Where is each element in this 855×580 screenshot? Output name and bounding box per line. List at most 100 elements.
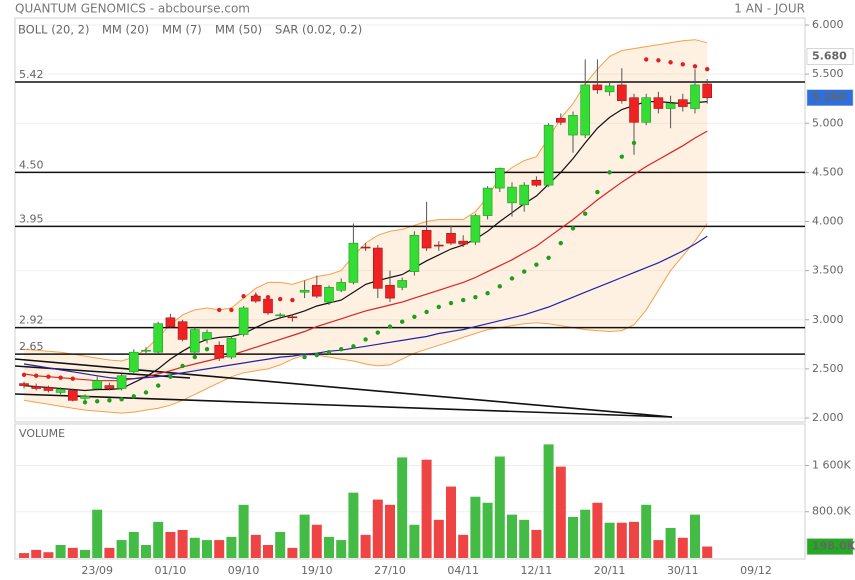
x-tick-label: 20/11 [594,564,626,577]
candle-body [165,317,176,327]
volume-bar [311,524,322,558]
legend-entry: MM (20) [102,23,149,37]
value-badge-label: 198.0K [812,540,855,553]
candle-body [311,285,322,297]
sar-dot [217,307,222,313]
legend-entry: BOLL (20, 2) [18,23,89,37]
sar-dot [644,57,649,62]
volume-bar [263,544,273,558]
trendline [14,358,673,418]
period: 1 AN - JOUR [734,2,805,16]
y-tick-label: 6.000 [812,18,844,31]
sar-dot [58,375,63,380]
y-tick-label: 5.500 [812,67,844,80]
volume-bar [226,536,237,558]
sar-dot [375,330,380,335]
legend-entry: SAR (0.02, 0.2) [275,23,362,37]
sar-dot [705,67,710,72]
volume-bar [397,457,408,558]
volume-bar [690,514,700,558]
candle-body [470,215,481,243]
volume-bar [189,537,200,558]
value-badge [806,89,854,107]
volume-bar [653,540,664,558]
y-tick-label: 800.0K [812,505,851,518]
volume-bar [31,549,42,558]
candle-body [665,103,676,109]
sar-dot [95,399,100,404]
legend-entry: MM (50) [215,23,262,37]
sar-dot [70,376,76,381]
value-badge-label: 5.260 [812,91,847,104]
sar-dot [509,276,515,281]
candles [19,59,713,558]
y-tick-label: 4.500 [812,165,844,178]
candle-body [287,316,298,319]
volume-bar [592,502,603,558]
candle-body [458,240,469,245]
volume-bar [482,502,493,558]
candle-body [482,187,493,216]
candle-body [299,289,310,293]
sar-dot [631,140,637,146]
sar-dot [143,390,149,395]
value-badge-label: 5.680 [812,49,847,62]
volume-bar [470,496,481,558]
candle-body [519,184,530,206]
volume-bar [446,486,456,558]
chart-title: QUANTUM GENOMICS - abcbourse.com [15,2,250,16]
volume-bar [580,509,591,558]
candle-body [616,84,627,101]
volume-bar [324,536,334,558]
volume-bar [568,516,578,558]
volume-bar [677,537,688,558]
bollinger-fill [24,39,708,414]
sar-dot [278,296,283,302]
sar-dot [619,154,624,159]
y-tick-label: 4.000 [812,215,844,228]
candle-body [592,84,603,91]
volume-bar [555,466,566,558]
volume-bar [80,549,90,558]
volume-bar [104,547,115,558]
sar-dot [192,354,197,360]
volume-bar [360,534,371,558]
volume-bar [702,546,713,558]
sar-dot [583,211,588,216]
volume-bar [531,529,542,558]
candle-body [690,84,700,109]
sar-dot [607,170,612,175]
candle-body [446,232,456,244]
volume-bar [665,527,676,558]
sar-dot [692,64,698,69]
volume-bar [287,547,298,558]
sar-dot [156,383,161,388]
candle-body [80,396,90,399]
sar-dot [314,352,319,358]
candle-body [226,338,237,358]
candle-body [324,287,334,303]
candle-body [641,97,652,123]
candle-body [202,332,212,340]
levels: 5.42 4.50 3.95 2.92 2.65 [15,68,805,355]
candle-body [129,351,139,373]
value-badge [806,538,854,555]
candle-body [263,298,273,314]
candle-body [531,179,542,186]
y-tick-label: 2.500 [812,362,844,375]
sar-dot [82,400,88,405]
candle-body [116,375,127,389]
axes: 2.000 2.500 3.000 3.500 4.000 4.500 5.000 5.500… [19,18,855,577]
volume-bar [641,504,652,558]
candle-body [494,168,505,189]
sar-dot [21,372,27,377]
candle-body [43,387,54,391]
sar-dot [412,314,417,320]
sar-dot [570,226,576,231]
candle-body [190,329,200,353]
candle-body [336,282,347,291]
candle-body [141,349,151,352]
x-tick-label: 27/10 [374,564,406,577]
y-tick-label: 3.000 [812,313,844,326]
sar-dot [534,262,539,267]
